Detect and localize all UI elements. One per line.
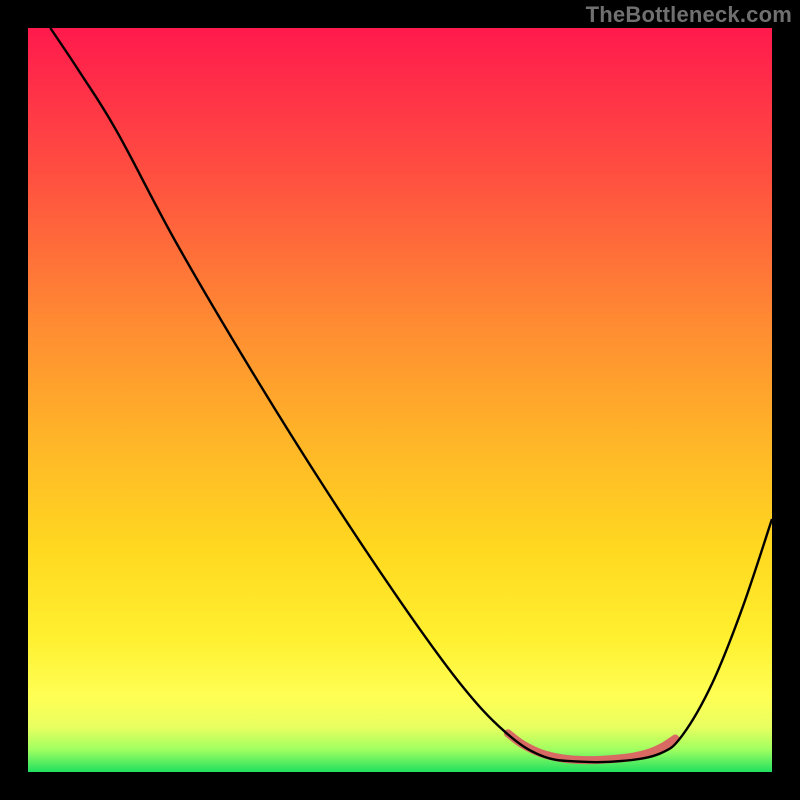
gradient-background: [28, 28, 772, 772]
chart-container: TheBottleneck.com: [0, 0, 800, 800]
bottleneck-chart: [0, 0, 800, 800]
watermark-text: TheBottleneck.com: [586, 2, 792, 28]
